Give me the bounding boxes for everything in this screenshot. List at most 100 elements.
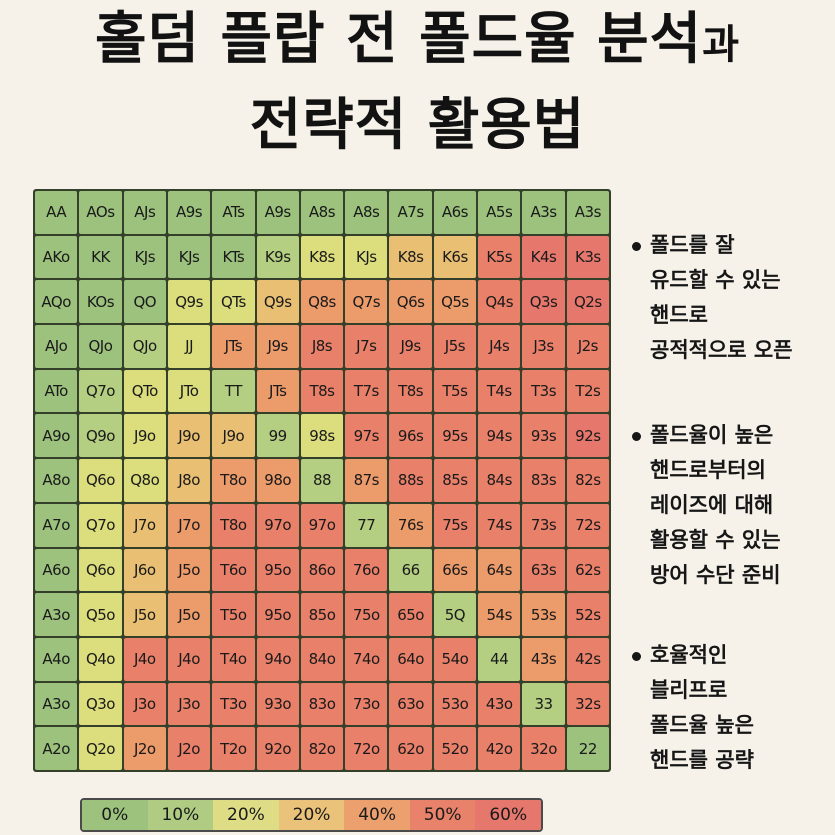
hand-cell: JTs [256,369,299,413]
hand-cell: K8s [300,235,344,279]
hand-cell: ATs [212,191,255,234]
page-subtitle: 전략적 활용법 [249,93,586,158]
legend-swatch: 20% [278,800,345,830]
hand-cell: J5o [167,548,211,592]
hand-cell: 73o [345,682,388,726]
strategy-bullet: 폴드를 잘 유드할 수 있는 핸드로 공적적으로 오픈 [628,228,793,368]
hand-cell: K5s [478,235,521,279]
hand-cell: KJs [123,235,166,279]
hand-cell: KK [79,235,122,279]
hand-cell: 74o [345,637,388,681]
hand-cell: K6s [433,235,477,279]
hand-cell: A9s [256,191,299,234]
hand-cell: Q9o [79,414,122,458]
hand-cell: 73s [522,503,565,547]
hand-cell: T5s [433,369,477,413]
bullet-line: 방어 수단 준비 [650,563,781,587]
hand-cell: J5o [167,593,211,636]
hand-cell: 76s [389,503,432,547]
bullet-line: 유드할 수 있는 [650,268,781,292]
hand-cell: T4s [478,369,521,413]
hand-cell: 72s [566,503,609,547]
hand-cell: 54s [478,593,521,636]
hand-cell: J2o [167,727,211,770]
hand-cell: Q2o [79,727,122,770]
hand-cell: KOs [79,280,122,324]
hand-cell: Q4s [478,280,521,324]
bullet-line: 레이즈에 대해 [650,493,774,517]
hand-cell: Q4o [79,637,122,681]
hand-cell: J5s [433,325,477,368]
hand-cell: J6o [123,548,166,592]
hand-cell: Q6o [79,459,122,502]
hand-cell: 32o [522,727,565,770]
hand-cell: A7s [389,191,432,234]
hand-cell: 95s [433,414,477,458]
hand-cell: Q6s [389,280,432,324]
bullet-line: 활용할 수 있는 [650,528,781,552]
hand-cell: 53s [522,593,565,636]
hand-cell: Q7o [79,369,122,413]
hand-cell: 5Q [433,593,477,636]
hand-cell: J5o [123,593,166,636]
hand-cell: AKo [35,235,78,279]
hand-cell: 43s [522,637,565,681]
hand-cell: 52o [433,727,477,770]
hand-cell: 95o [256,548,299,592]
hand-cell: 94s [478,414,521,458]
hand-cell: J7o [167,503,211,547]
hand-cell: T7s [345,369,388,413]
strategy-bullet: 호율적인 블리프로 폴드율 높은 핸드를 공략 [628,638,754,778]
hand-cell: J9s [389,325,432,368]
hand-cell: QO [123,280,166,324]
hand-cell: QJo [79,325,122,368]
hand-cell: Q5s [433,280,477,324]
hand-cell: 43o [478,682,521,726]
hand-cell: K8s [389,235,432,279]
hand-cell: J9s [256,325,299,368]
hand-cell: 22 [566,727,609,770]
hand-cell: 65o [389,593,432,636]
hand-cell: T5o [212,593,255,636]
hand-cell: J9o [123,414,166,458]
hand-cell: 83o [300,682,344,726]
bullet-line: 핸드로부터의 [650,458,766,482]
hand-cell: J9o [167,414,211,458]
hand-cell: 62s [566,548,609,592]
hand-cell: JTs [212,325,255,368]
hand-cell: A3o [35,682,78,726]
hand-cell: 76o [345,548,388,592]
hand-cell: 64s [478,548,521,592]
hand-cell: QJo [123,325,166,368]
hand-cell: J2s [566,325,609,368]
hand-cell: J7s [345,325,388,368]
hand-cell: T8o [212,503,255,547]
hand-cell: TT [212,369,255,413]
legend-swatch: 20% [213,800,279,830]
hand-cell: 75o [345,593,388,636]
hand-cell: 88s [389,459,432,502]
hand-cell: A6s [433,191,477,234]
hand-cell: AOs [79,191,122,234]
hand-cell: J3s [522,325,565,368]
hand-cell: A3s [522,191,565,234]
hand-cell: T2o [212,727,255,770]
hand-cell: 44 [478,637,521,681]
hand-cell: A3s [566,191,609,234]
hand-cell: A3o [35,593,78,636]
hand-cell: Q9s [167,280,211,324]
hand-cell: 94o [256,637,299,681]
hand-cell: Q8s [300,280,344,324]
hand-cell: A2o [35,727,78,770]
hand-cell: Q7o [79,503,122,547]
hand-cell: T8s [389,369,432,413]
hand-cell: 82s [566,459,609,502]
hand-cell: AJs [123,191,166,234]
hand-cell: K3s [566,235,609,279]
title-line1-suffix: 과 [702,22,740,68]
hand-cell: T3o [212,682,255,726]
hand-cell: Q5o [79,593,122,636]
hand-cell: 96s [389,414,432,458]
bullet-line: 핸드를 공략 [650,748,754,772]
page-title: 홀덤 플랍 전 폴드율 분석과 [0,4,835,81]
